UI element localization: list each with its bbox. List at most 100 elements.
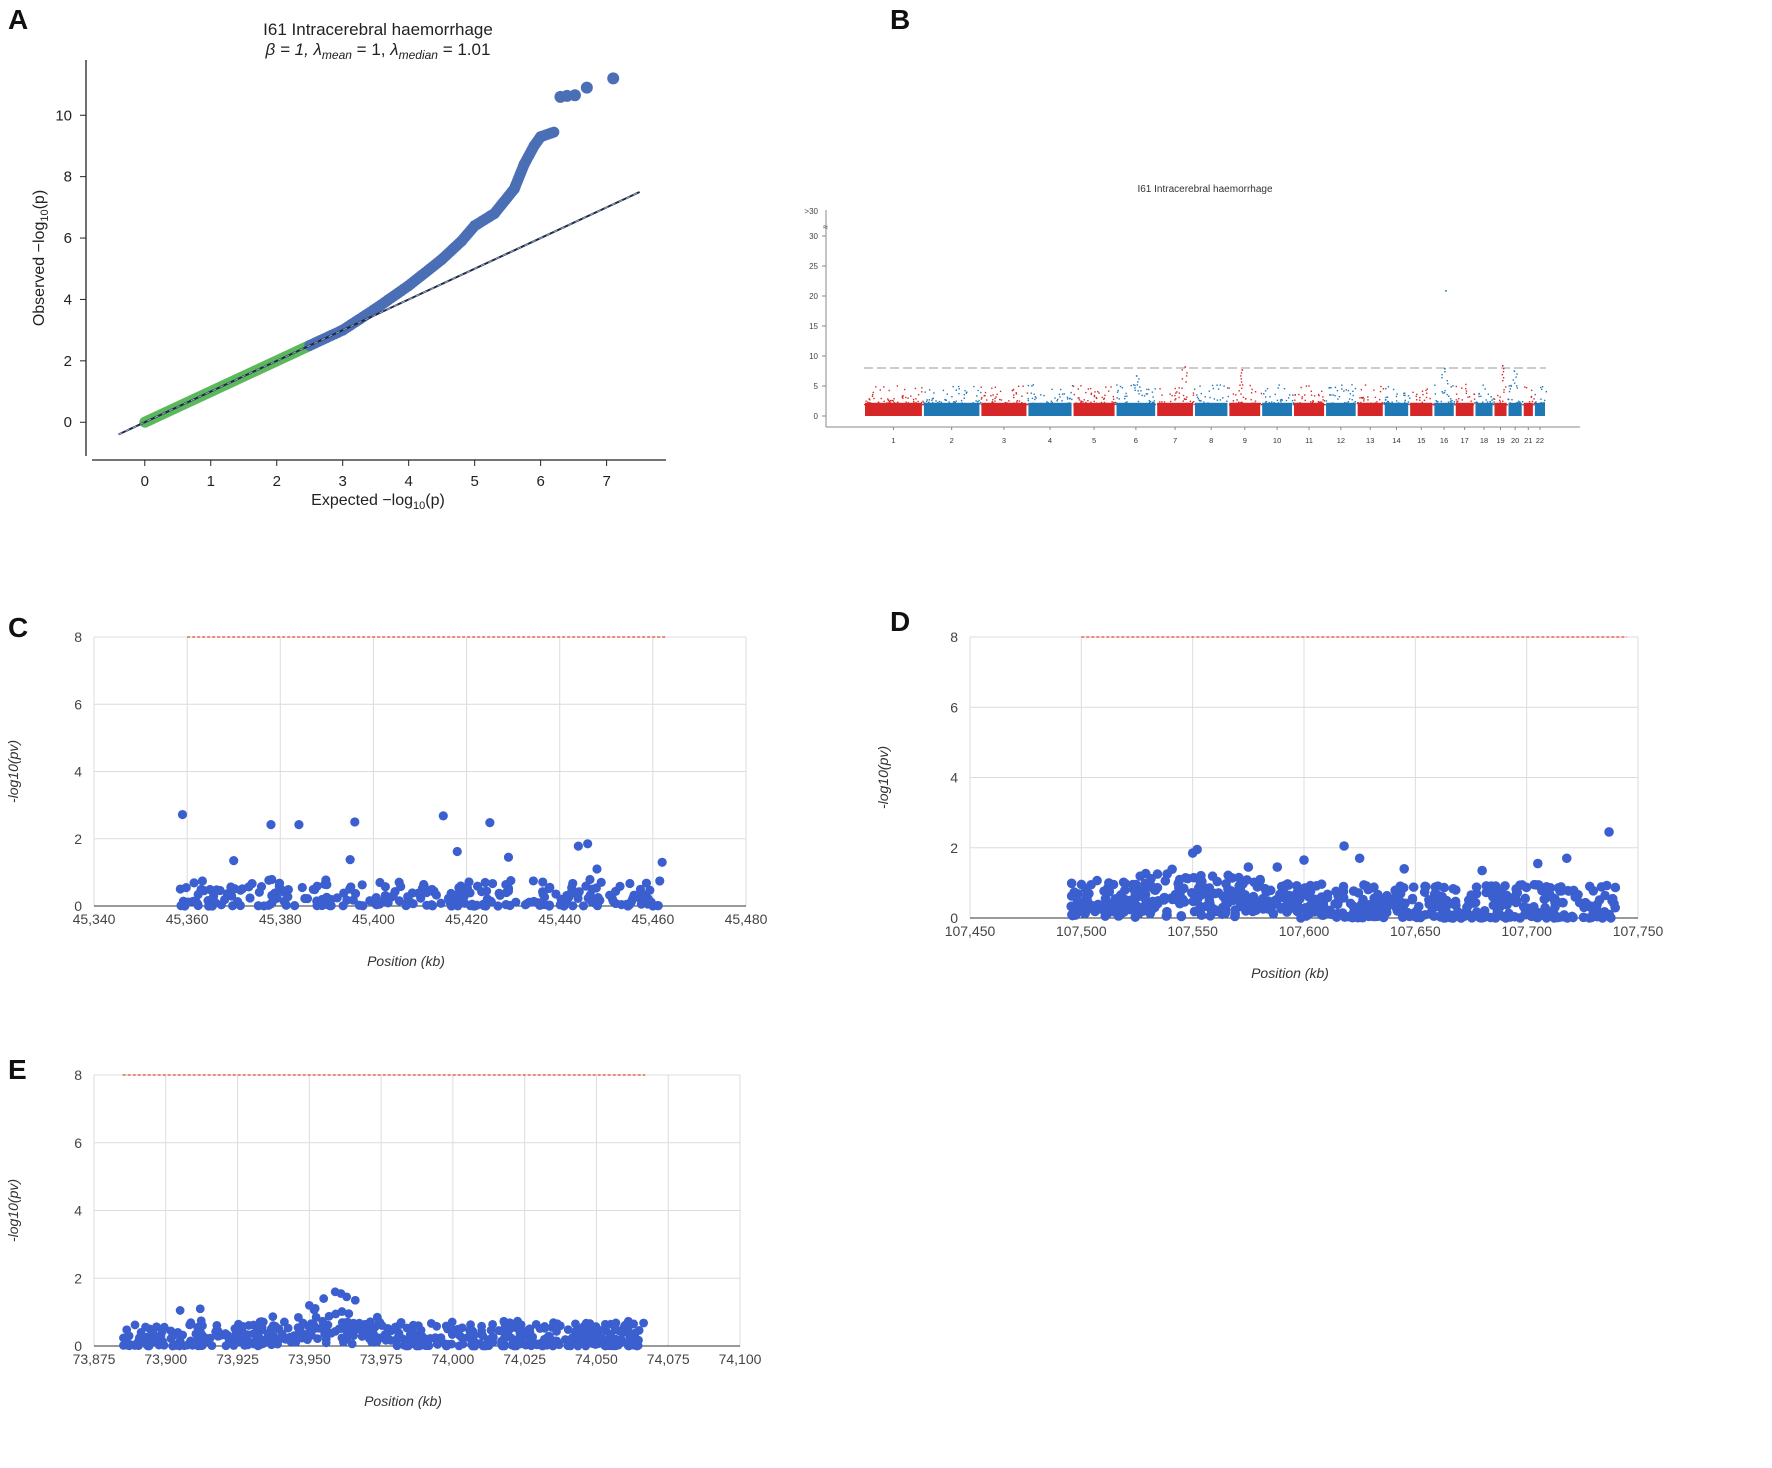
snp-point — [1341, 388, 1343, 390]
snp-point — [937, 403, 940, 406]
snp-point — [1027, 397, 1029, 400]
snp-point — [1304, 394, 1306, 396]
snp-point — [1540, 386, 1542, 389]
snp-point — [1265, 403, 1267, 406]
snp-point — [1095, 397, 1098, 400]
snp-point — [1407, 403, 1410, 405]
snp-point — [1130, 384, 1132, 387]
snp-point — [1129, 403, 1131, 406]
snp-point — [1367, 396, 1369, 398]
data-point — [1493, 907, 1503, 918]
snp-point — [1153, 402, 1155, 404]
snp-point — [1370, 403, 1372, 406]
snp-point — [1050, 402, 1052, 405]
snp-point — [1493, 401, 1495, 403]
data-point — [337, 1318, 347, 1327]
snp-point — [1455, 399, 1458, 401]
highlight-point — [503, 852, 514, 862]
snp-point — [965, 392, 968, 394]
snp-point — [1110, 403, 1112, 406]
regional-plot-d: 107,450 107,500 107,550 107,600 107,650 107,7… — [875, 630, 1664, 981]
snp-point — [1118, 398, 1120, 400]
snp-point — [925, 400, 928, 403]
snp-point — [1328, 387, 1330, 389]
snp-point — [1041, 403, 1043, 406]
snp-point — [1066, 402, 1069, 405]
chrom-block — [865, 402, 922, 416]
x-tick-label: 73,875 — [73, 1351, 116, 1367]
data-point — [395, 1320, 405, 1330]
snp-point — [912, 398, 915, 401]
snp-point — [1089, 387, 1092, 390]
data-point — [216, 900, 226, 910]
y-axis-label: −log10(p) — [800, 299, 802, 331]
snp-point — [902, 395, 904, 397]
snp-point — [1541, 386, 1544, 388]
snp-point — [1083, 399, 1085, 401]
snp-point — [1192, 401, 1194, 404]
snp-point — [1171, 394, 1173, 397]
snp-point — [1545, 390, 1548, 393]
snp-point — [1015, 393, 1018, 395]
data-point — [457, 1323, 467, 1333]
data-point — [466, 1320, 475, 1330]
data-point — [1430, 882, 1441, 892]
snp-point — [988, 403, 991, 406]
snp-point — [1178, 392, 1181, 394]
snp-point — [1317, 393, 1320, 396]
data-point — [1466, 890, 1476, 900]
snp-point — [1085, 403, 1087, 406]
snp-point — [1461, 387, 1463, 389]
data-point — [511, 1337, 521, 1346]
snp-point — [1181, 387, 1183, 389]
chrom-label: 21 — [1524, 436, 1532, 445]
snp-point — [888, 403, 890, 406]
snp-point — [1533, 402, 1536, 405]
snp-point — [1523, 403, 1525, 406]
data-point — [267, 1324, 276, 1333]
snp-point — [944, 398, 946, 401]
peak-point — [1510, 385, 1513, 387]
data-point — [1196, 890, 1206, 901]
data-point — [538, 877, 548, 887]
data-point — [1609, 898, 1619, 909]
snp-point — [1173, 403, 1175, 406]
data-point — [122, 1325, 132, 1335]
data-point — [1120, 885, 1130, 895]
snp-point — [1002, 403, 1005, 406]
snp-point — [1178, 387, 1180, 389]
snp-point — [1396, 403, 1398, 406]
subtitle-median-sub: median — [399, 48, 439, 62]
snp-point — [923, 403, 925, 406]
snp-point — [1530, 403, 1533, 406]
y-tick-label: 6 — [950, 699, 958, 715]
snp-point — [918, 403, 920, 406]
snp-point — [1199, 403, 1202, 406]
chrom-label: 16 — [1440, 436, 1448, 445]
snp-point — [1192, 401, 1195, 403]
data-point — [197, 876, 207, 886]
snp-point — [1078, 397, 1080, 399]
snp-point — [1533, 403, 1535, 406]
snp-point — [1200, 403, 1203, 406]
snp-point — [1075, 402, 1077, 404]
snp-point — [1077, 388, 1080, 390]
snp-point — [1296, 403, 1299, 406]
data-point — [130, 1320, 140, 1330]
snp-point — [1175, 392, 1177, 394]
snp-point — [1430, 403, 1432, 406]
snp-point — [1161, 403, 1164, 405]
peak-point — [1502, 371, 1505, 373]
snp-point — [1521, 401, 1524, 403]
snp-point — [1178, 396, 1180, 399]
data-point — [645, 885, 655, 895]
data-point — [291, 1337, 301, 1347]
peak-point — [1241, 369, 1244, 371]
data-point — [1426, 906, 1437, 917]
snp-point — [1035, 397, 1037, 399]
snp-point — [1491, 403, 1493, 406]
snp-point — [1185, 398, 1187, 401]
snp-point — [1336, 403, 1338, 406]
snp-point — [1046, 401, 1048, 403]
snp-point — [870, 402, 872, 405]
